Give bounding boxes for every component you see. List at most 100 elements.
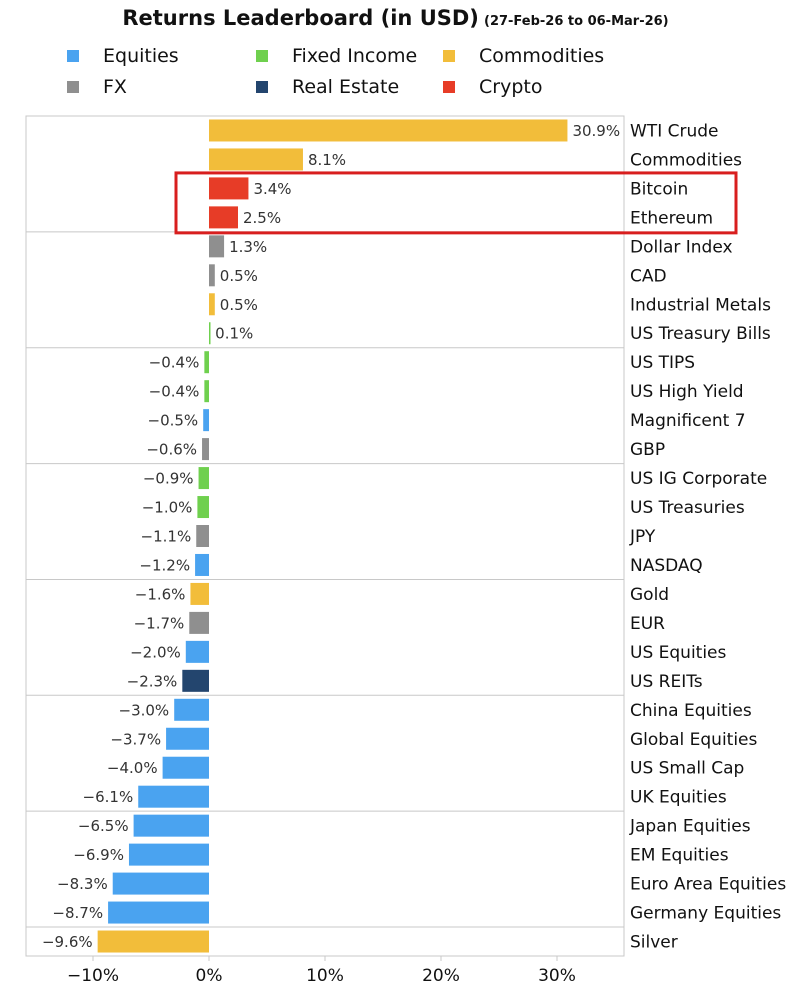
value-label: −1.2%: [139, 556, 190, 574]
value-label: 8.1%: [308, 151, 346, 169]
x-tick-label: 10%: [306, 966, 344, 986]
category-label: China Equities: [630, 701, 752, 721]
category-label: US Equities: [630, 643, 727, 663]
bar: [209, 177, 249, 200]
category-label: Bitcoin: [630, 179, 688, 199]
category-label: WTI Crude: [630, 121, 719, 141]
category-label: Gold: [630, 585, 669, 605]
value-label: −3.0%: [119, 701, 170, 719]
value-label: −6.9%: [73, 846, 124, 864]
bar: [128, 843, 209, 866]
legend-swatch: [256, 81, 268, 93]
bar: [196, 525, 209, 547]
category-label: Ethereum: [630, 208, 713, 228]
value-label: −4.0%: [107, 759, 158, 777]
legend-item-equities: Equities: [67, 44, 179, 68]
value-label: −0.4%: [149, 383, 200, 401]
bar: [209, 148, 303, 171]
x-tick-label: −10%: [67, 966, 119, 986]
category-label: Germany Equities: [630, 904, 781, 924]
category-label: US REITs: [630, 672, 703, 692]
bar: [209, 206, 238, 229]
bar: [185, 640, 209, 663]
bar: [182, 669, 209, 692]
bar: [204, 351, 209, 374]
category-label: NASDAQ: [630, 556, 703, 576]
category-label: JPY: [629, 527, 656, 547]
category-label: GBP: [630, 440, 665, 460]
chart-subtitle: (27-Feb-26 to 06-Mar-26): [484, 14, 669, 29]
legend-swatch: [443, 81, 455, 93]
value-label: −9.6%: [42, 933, 93, 951]
value-label: 0.5%: [220, 296, 258, 314]
category-label: Japan Equities: [629, 817, 751, 837]
category-label: US Treasury Bills: [630, 324, 771, 344]
bar: [209, 119, 568, 142]
value-label: −1.6%: [135, 585, 186, 603]
legend-item-real-estate: Real Estate: [256, 75, 399, 99]
bar: [209, 235, 225, 258]
value-label: −1.0%: [142, 499, 193, 517]
bar: [204, 380, 209, 403]
bar: [138, 785, 209, 808]
bar: [209, 322, 211, 345]
highlight-box: [174, 171, 738, 235]
legend-label: Fixed Income: [292, 45, 418, 67]
value-label: −0.4%: [149, 354, 200, 372]
category-label: EM Equities: [630, 846, 729, 866]
value-label: 30.9%: [572, 122, 620, 140]
legend-item-fixed-income: Fixed Income: [256, 44, 417, 68]
bar: [203, 409, 209, 432]
category-label: EUR: [630, 614, 665, 634]
category-label: Dollar Index: [630, 237, 733, 257]
value-label: 0.5%: [220, 267, 258, 285]
bar: [198, 467, 209, 490]
legend-label: Commodities: [479, 45, 605, 67]
category-label: US High Yield: [630, 382, 744, 402]
bar: [189, 611, 209, 634]
category-label: Euro Area Equities: [630, 875, 786, 895]
x-tick-label: 30%: [538, 966, 576, 986]
category-label: Global Equities: [630, 730, 758, 750]
value-label: 0.1%: [215, 325, 253, 343]
bar: [195, 553, 209, 576]
legend-label: Equities: [103, 45, 179, 67]
legend-label: FX: [103, 76, 127, 98]
value-label: 1.3%: [229, 238, 267, 256]
value-label: −8.7%: [52, 904, 103, 922]
legend-label: Real Estate: [292, 76, 400, 98]
value-label: −0.6%: [146, 441, 197, 459]
value-label: −0.5%: [148, 412, 199, 430]
category-label: Silver: [630, 933, 678, 953]
legend-label: Crypto: [479, 76, 543, 98]
legend-swatch: [443, 50, 455, 62]
x-tick-label: 20%: [422, 966, 460, 986]
category-label: Commodities: [630, 150, 742, 170]
value-label: −1.1%: [141, 528, 192, 546]
category-label: UK Equities: [630, 788, 727, 808]
bar: [209, 264, 215, 287]
bar: [162, 756, 209, 779]
x-tick-label: 0%: [196, 966, 223, 986]
category-label: Magnificent 7: [630, 411, 746, 431]
bar: [209, 293, 215, 316]
legend-item-crypto: Crypto: [443, 75, 542, 99]
category-label: CAD: [630, 266, 667, 286]
bar: [190, 582, 209, 605]
legend-swatch: [256, 50, 268, 62]
bar: [112, 872, 209, 895]
bar: [202, 438, 209, 461]
bar: [166, 727, 209, 750]
bar: [133, 814, 209, 837]
legend-swatch: [67, 50, 79, 62]
category-label: US IG Corporate: [630, 469, 767, 489]
value-label: −3.7%: [110, 730, 161, 748]
bar: [108, 901, 209, 924]
value-label: 3.4%: [253, 180, 291, 198]
category-label: US Treasuries: [630, 498, 745, 518]
chart-title-block: Returns Leaderboard (in USD) (27-Feb-26 …: [0, 6, 791, 30]
chart-title: Returns Leaderboard (in USD): [122, 6, 479, 30]
legend-swatch: [67, 81, 79, 93]
value-label: −8.3%: [57, 875, 108, 893]
